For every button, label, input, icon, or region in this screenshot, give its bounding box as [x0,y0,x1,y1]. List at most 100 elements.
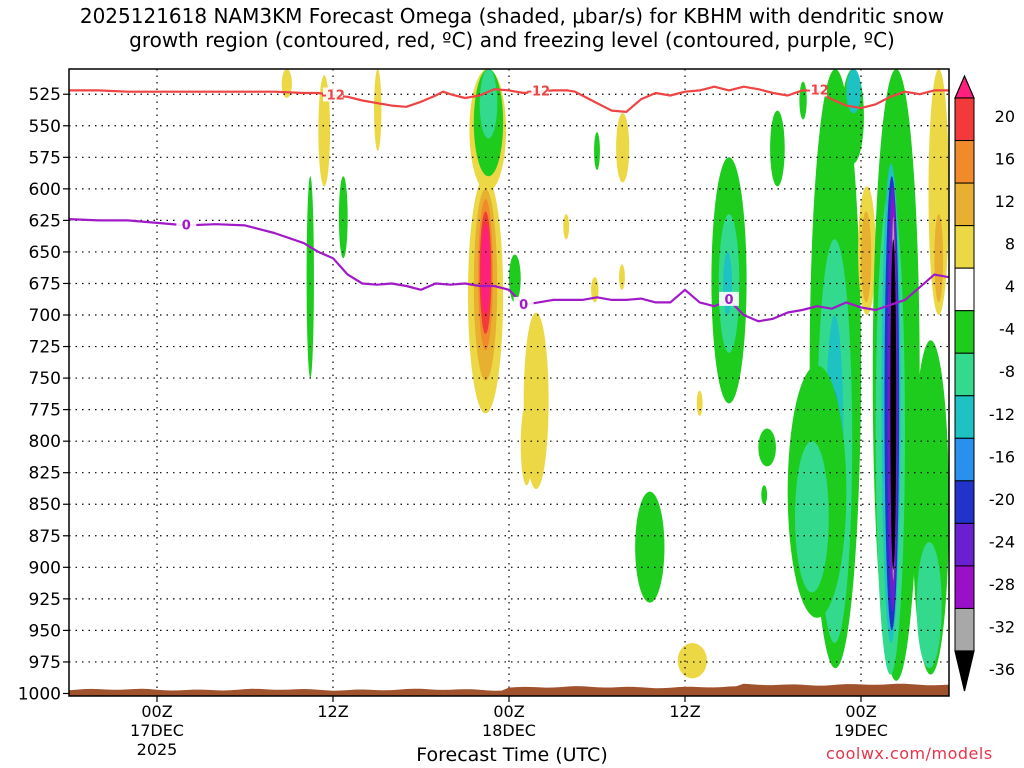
omega-region-25 [761,485,768,505]
omega-region-49 [916,542,942,669]
contour-label-bg-0-2 [807,82,827,97]
terrain-surface [69,683,949,696]
y-tick-label-950: 950 [29,621,61,641]
omega-region-37 [846,69,862,114]
contour-label-1-2: 0 [724,293,733,308]
omega-region-14 [338,176,348,259]
colorbar-label-1: 16 [995,150,1015,169]
colorbar: 20 16 12 8 4 -4 -8 -12 -16 -20 -24 -28 -32 -36 [954,74,1015,692]
colorbar-label-11: -28 [989,575,1015,594]
y-tick-label-825: 825 [29,464,61,484]
omega-region-47 [890,239,897,570]
x-tick-label-3: 12Z [669,702,700,721]
colorbar-seg-5 [954,267,975,312]
title-line-2: growth region (contoured, red, ºC) and f… [129,28,895,52]
x-tick-date-4: 19DEC [834,721,888,740]
y-tick-label-550: 550 [29,117,61,137]
colorbar-seg-9 [954,437,975,482]
colorbar-seg-7 [954,352,975,397]
contour-label-bg-1-2 [719,291,739,306]
colorbar-label-0: 20 [995,107,1015,126]
y-tick-label-750: 750 [29,369,61,389]
omega-region-16 [616,113,630,183]
x-tick-label-1: 12Z [317,702,348,721]
omega-region-22 [677,643,707,679]
y-tick-label-625: 625 [29,211,61,231]
colorbar-label-3: 8 [1005,235,1015,254]
y-tick-label-725: 725 [29,338,61,358]
y-tick-label-575: 575 [29,148,61,168]
colorbar-seg-10 [954,480,975,524]
y-tick-label-775: 775 [29,401,61,421]
colorbar-label-6: -8 [999,362,1015,381]
colorbar-seg-13 [954,607,975,652]
colorbar-label-13: -36 [989,660,1015,679]
omega-region-19 [619,264,625,290]
contour-label-bg-0-1 [528,83,549,98]
colorbar-label-9: -20 [989,490,1015,509]
omega-region-18 [563,214,570,240]
omega-region-11 [374,69,382,152]
colorbar-seg-4 [954,225,975,269]
x-tick-label-0: 00Z [141,702,172,721]
omega-shading [281,69,949,681]
contour-lines: -12 -12 -12 0 0 0 [69,82,949,323]
colorbar-label-10: -24 [989,532,1015,551]
colorbar-label-7: -12 [989,405,1015,424]
colorbar-seg-12 [954,565,975,609]
x-tick-label-2: 00Z [493,702,524,721]
y-tick-label-1000: 1000 [18,684,61,704]
contour-label-1-0: 0 [182,218,191,233]
omega-region-24 [758,428,776,467]
omega-region-35 [795,441,829,593]
y-tick-label-800: 800 [29,432,61,452]
y-tick-label-850: 850 [29,495,61,515]
credit-link[interactable]: coolwx.com/models [826,744,993,763]
colorbar-label-2: 12 [995,192,1015,211]
grid-lines [69,69,949,696]
x-tick-date-0: 17DEC [130,721,184,740]
omega-region-12 [318,75,331,187]
y-tick-label-600: 600 [29,180,61,200]
colorbar-seg-8 [954,395,975,439]
omega-region-10 [281,69,292,99]
colorbar-seg-6 [954,310,975,354]
colorbar-seg-1 [954,97,975,142]
y-tick-label-650: 650 [29,243,61,263]
colorbar-label-4: 4 [1005,277,1015,296]
y-axis-ticks: 525 550 575 600 625 650 675 700 725 750 775 800 825 8… [18,85,69,704]
omega-region-2 [479,69,498,139]
omega-region-39 [861,211,872,303]
contour-label-bg-1-0 [176,217,197,232]
colorbar-label-12: -32 [989,617,1015,636]
terrain-fill [69,683,949,696]
colorbar-top-triangle [954,74,975,99]
omega-region-51 [934,214,944,303]
y-tick-label-675: 675 [29,274,61,294]
y-tick-label-900: 900 [29,558,61,578]
chart-title: 2025121618 NAM3KM Forecast Omega (shaded… [0,4,1024,52]
contour-label-0-2: -12 [805,83,829,98]
colorbar-bottom-triangle [954,650,975,692]
x-axis-label: Forecast Time (UTC) [416,744,608,766]
contour-1 [69,218,949,323]
y-tick-label-525: 525 [29,85,61,105]
title-line-1: 2025121618 NAM3KM Forecast Omega (shaded… [79,4,945,28]
omega-region-23 [635,491,665,603]
colorbar-seg-3 [954,182,975,227]
y-tick-label-875: 875 [29,527,61,547]
contour-label-1-1: 0 [519,298,528,313]
colorbar-seg-2 [954,140,975,184]
omega-region-9 [520,403,533,486]
contour-label-bg-1-1 [513,296,534,311]
omega-region-50 [928,69,949,316]
omega-region-17 [594,132,600,170]
y-tick-label-700: 700 [29,306,61,326]
x-tick-date-2: 18DEC [482,721,536,740]
y-tick-label-925: 925 [29,590,61,610]
omega-region-21 [696,390,703,416]
colorbar-label-5: -4 [999,320,1015,339]
contour-label-0-1: -12 [527,85,551,100]
